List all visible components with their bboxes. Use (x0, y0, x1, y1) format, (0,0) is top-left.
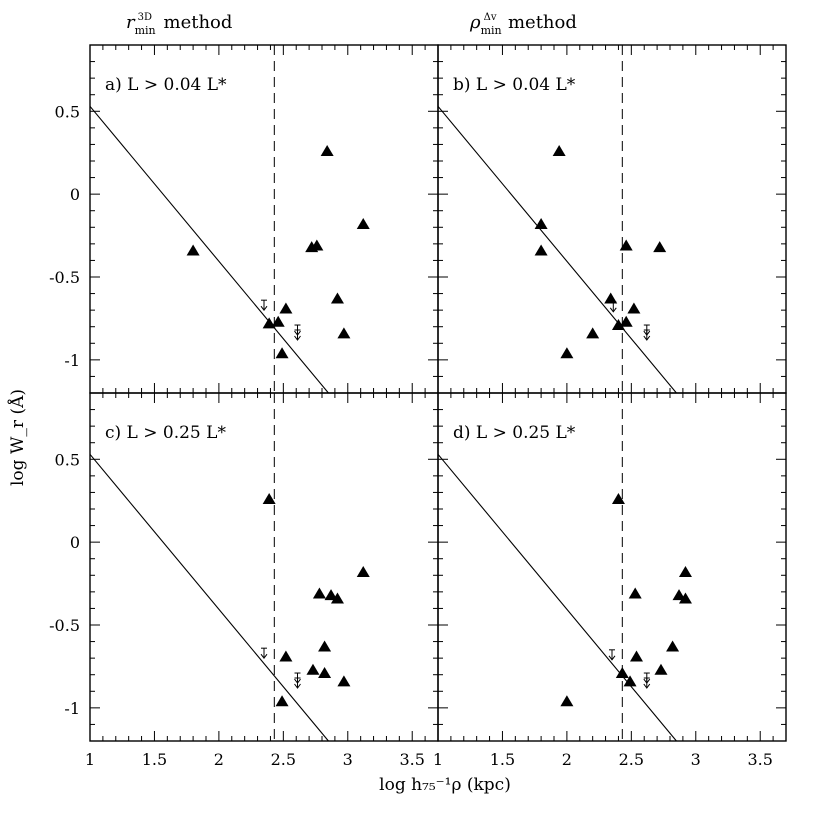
panel-c-x-tick-label: 3 (343, 750, 353, 769)
column-title-right: ρminΔv method (470, 12, 577, 37)
panel-c-data-point (312, 587, 326, 599)
panel-a-upper-limit-arrow (294, 335, 301, 341)
column-title-right-sup: Δv (483, 12, 497, 23)
panel-d-data-point (615, 667, 629, 679)
panel-c-data-point (330, 592, 344, 604)
panel-c-x-tick-label: 3.5 (399, 750, 424, 769)
panel-a-y-tick-label: 0.5 (55, 102, 80, 121)
panel-c-x-tick-label: 2 (214, 750, 224, 769)
panel-d-upper-limit-arrow (643, 683, 651, 689)
panel-d-x-tick-label: 3.5 (747, 750, 772, 769)
panel-c-data-point (337, 675, 351, 687)
panel-c-x-tick-label: 1.5 (142, 750, 167, 769)
y-axis-label: log W_r (Å) (8, 388, 28, 486)
panel-a-data-point (275, 347, 289, 359)
panel-a-y-tick-label: -1 (64, 351, 80, 370)
panel-b-data-point (604, 292, 618, 304)
panel-a-data-point (356, 217, 370, 229)
panel-d-fit-line (437, 453, 677, 742)
panel-d-upper-limit-arrow (608, 655, 616, 661)
panel-d-frame (437, 392, 787, 742)
panel-d-data-point (560, 695, 574, 707)
panel-d-x-tick-label: 2 (562, 750, 572, 769)
panel-c-y-tick-label: 0.5 (55, 450, 80, 469)
panel-d-data-point (654, 663, 668, 675)
panel-d-data-point (628, 587, 642, 599)
panel-c-upper-limit-arrow (294, 683, 301, 689)
panel-a-data-point (279, 302, 293, 314)
panel-c-y-tick-label: 0 (70, 533, 80, 552)
panel-a-y-tick-label: 0 (70, 185, 80, 204)
panel-c-data-point (318, 640, 332, 652)
panel-d-label: d) L > 0.25 L* (453, 423, 576, 443)
panel-d-x-tick-label: 2.5 (619, 750, 644, 769)
panel-d-data-point (629, 650, 643, 662)
panel-b-data-point (552, 145, 566, 157)
panel-b-data-point (627, 302, 641, 314)
panel-d-x-tick-label: 1 (433, 750, 443, 769)
panel-c-frame (89, 392, 439, 742)
y-axis-label-box: log W_r (Å) (2, 300, 32, 500)
panel-a-fit-line (89, 105, 329, 394)
panel-c-y-tick-label: -1 (64, 699, 80, 718)
panel-a-data-point (320, 145, 334, 157)
panel-a-data-point (337, 327, 351, 339)
x-axis-label: log h₇₅⁻¹ρ (kpc) (379, 775, 511, 795)
panel-b-data-point (586, 327, 600, 339)
panel-c-data-point (324, 589, 338, 601)
panel-c-fit-line (89, 453, 329, 742)
panel-c-data-point (279, 650, 293, 662)
panel-d-x-tick-label: 3 (691, 750, 701, 769)
panel-c-data-point (262, 493, 276, 505)
panel-b-data-point (611, 319, 625, 331)
column-title-left-symbol: r (126, 12, 135, 33)
panel-b-fit-line (437, 105, 677, 394)
panel-b-data-point (619, 315, 633, 327)
panel-a-label: a) L > 0.04 L* (105, 75, 227, 95)
panel-d-data-point (678, 565, 692, 577)
column-title-right-sub: min (480, 24, 502, 37)
column-title-left-text: method (163, 12, 233, 33)
panel-d-data-point (672, 589, 686, 601)
panel-b-upper-limit-arrow (643, 335, 651, 341)
panel-c-upper-limit-arrow (260, 653, 268, 660)
panel-c-data-point (275, 695, 289, 707)
panel-a-data-point (310, 239, 324, 251)
column-title-right-symbol: ρ (470, 12, 481, 33)
panel-b-data-point (534, 217, 548, 229)
panel-a-data-point (330, 292, 344, 304)
panel-a-y-tick-label: -0.5 (49, 268, 80, 287)
panel-a-data-point (186, 244, 200, 256)
panel-b-upper-limit-arrow (609, 307, 617, 313)
panel-a-upper-limit-arrow (260, 305, 268, 312)
panel-c-label: c) L > 0.25 L* (105, 423, 226, 443)
panel-c-y-tick-label: -0.5 (49, 616, 80, 635)
panel-c-data-point (318, 667, 332, 679)
panel-c-data-point (306, 663, 320, 675)
panel-d-data-point (678, 592, 692, 604)
panel-b-data-point (653, 241, 667, 253)
column-title-right-text: method (507, 12, 577, 33)
column-title-left: rmin3D method (126, 12, 233, 37)
panel-d-data-point (611, 493, 625, 505)
panel-b-data-point (619, 239, 633, 251)
panel-a-data-point (271, 315, 285, 327)
panel-d-data-point (666, 640, 680, 652)
panel-b-frame (437, 44, 787, 394)
panel-a-frame (89, 44, 439, 394)
panel-b-label: b) L > 0.04 L* (453, 75, 576, 95)
column-title-left-sub: min (134, 24, 156, 37)
panel-a-data-point (262, 317, 276, 329)
panel-c-x-tick-label: 1 (85, 750, 95, 769)
panel-c-data-point (356, 565, 370, 577)
column-title-left-sup: 3D (137, 12, 153, 23)
panel-b-data-point (534, 244, 548, 256)
panel-d-data-point (623, 675, 637, 687)
panel-d-x-tick-label: 1.5 (490, 750, 515, 769)
panel-c-x-tick-label: 2.5 (271, 750, 296, 769)
panel-b-data-point (560, 347, 574, 359)
